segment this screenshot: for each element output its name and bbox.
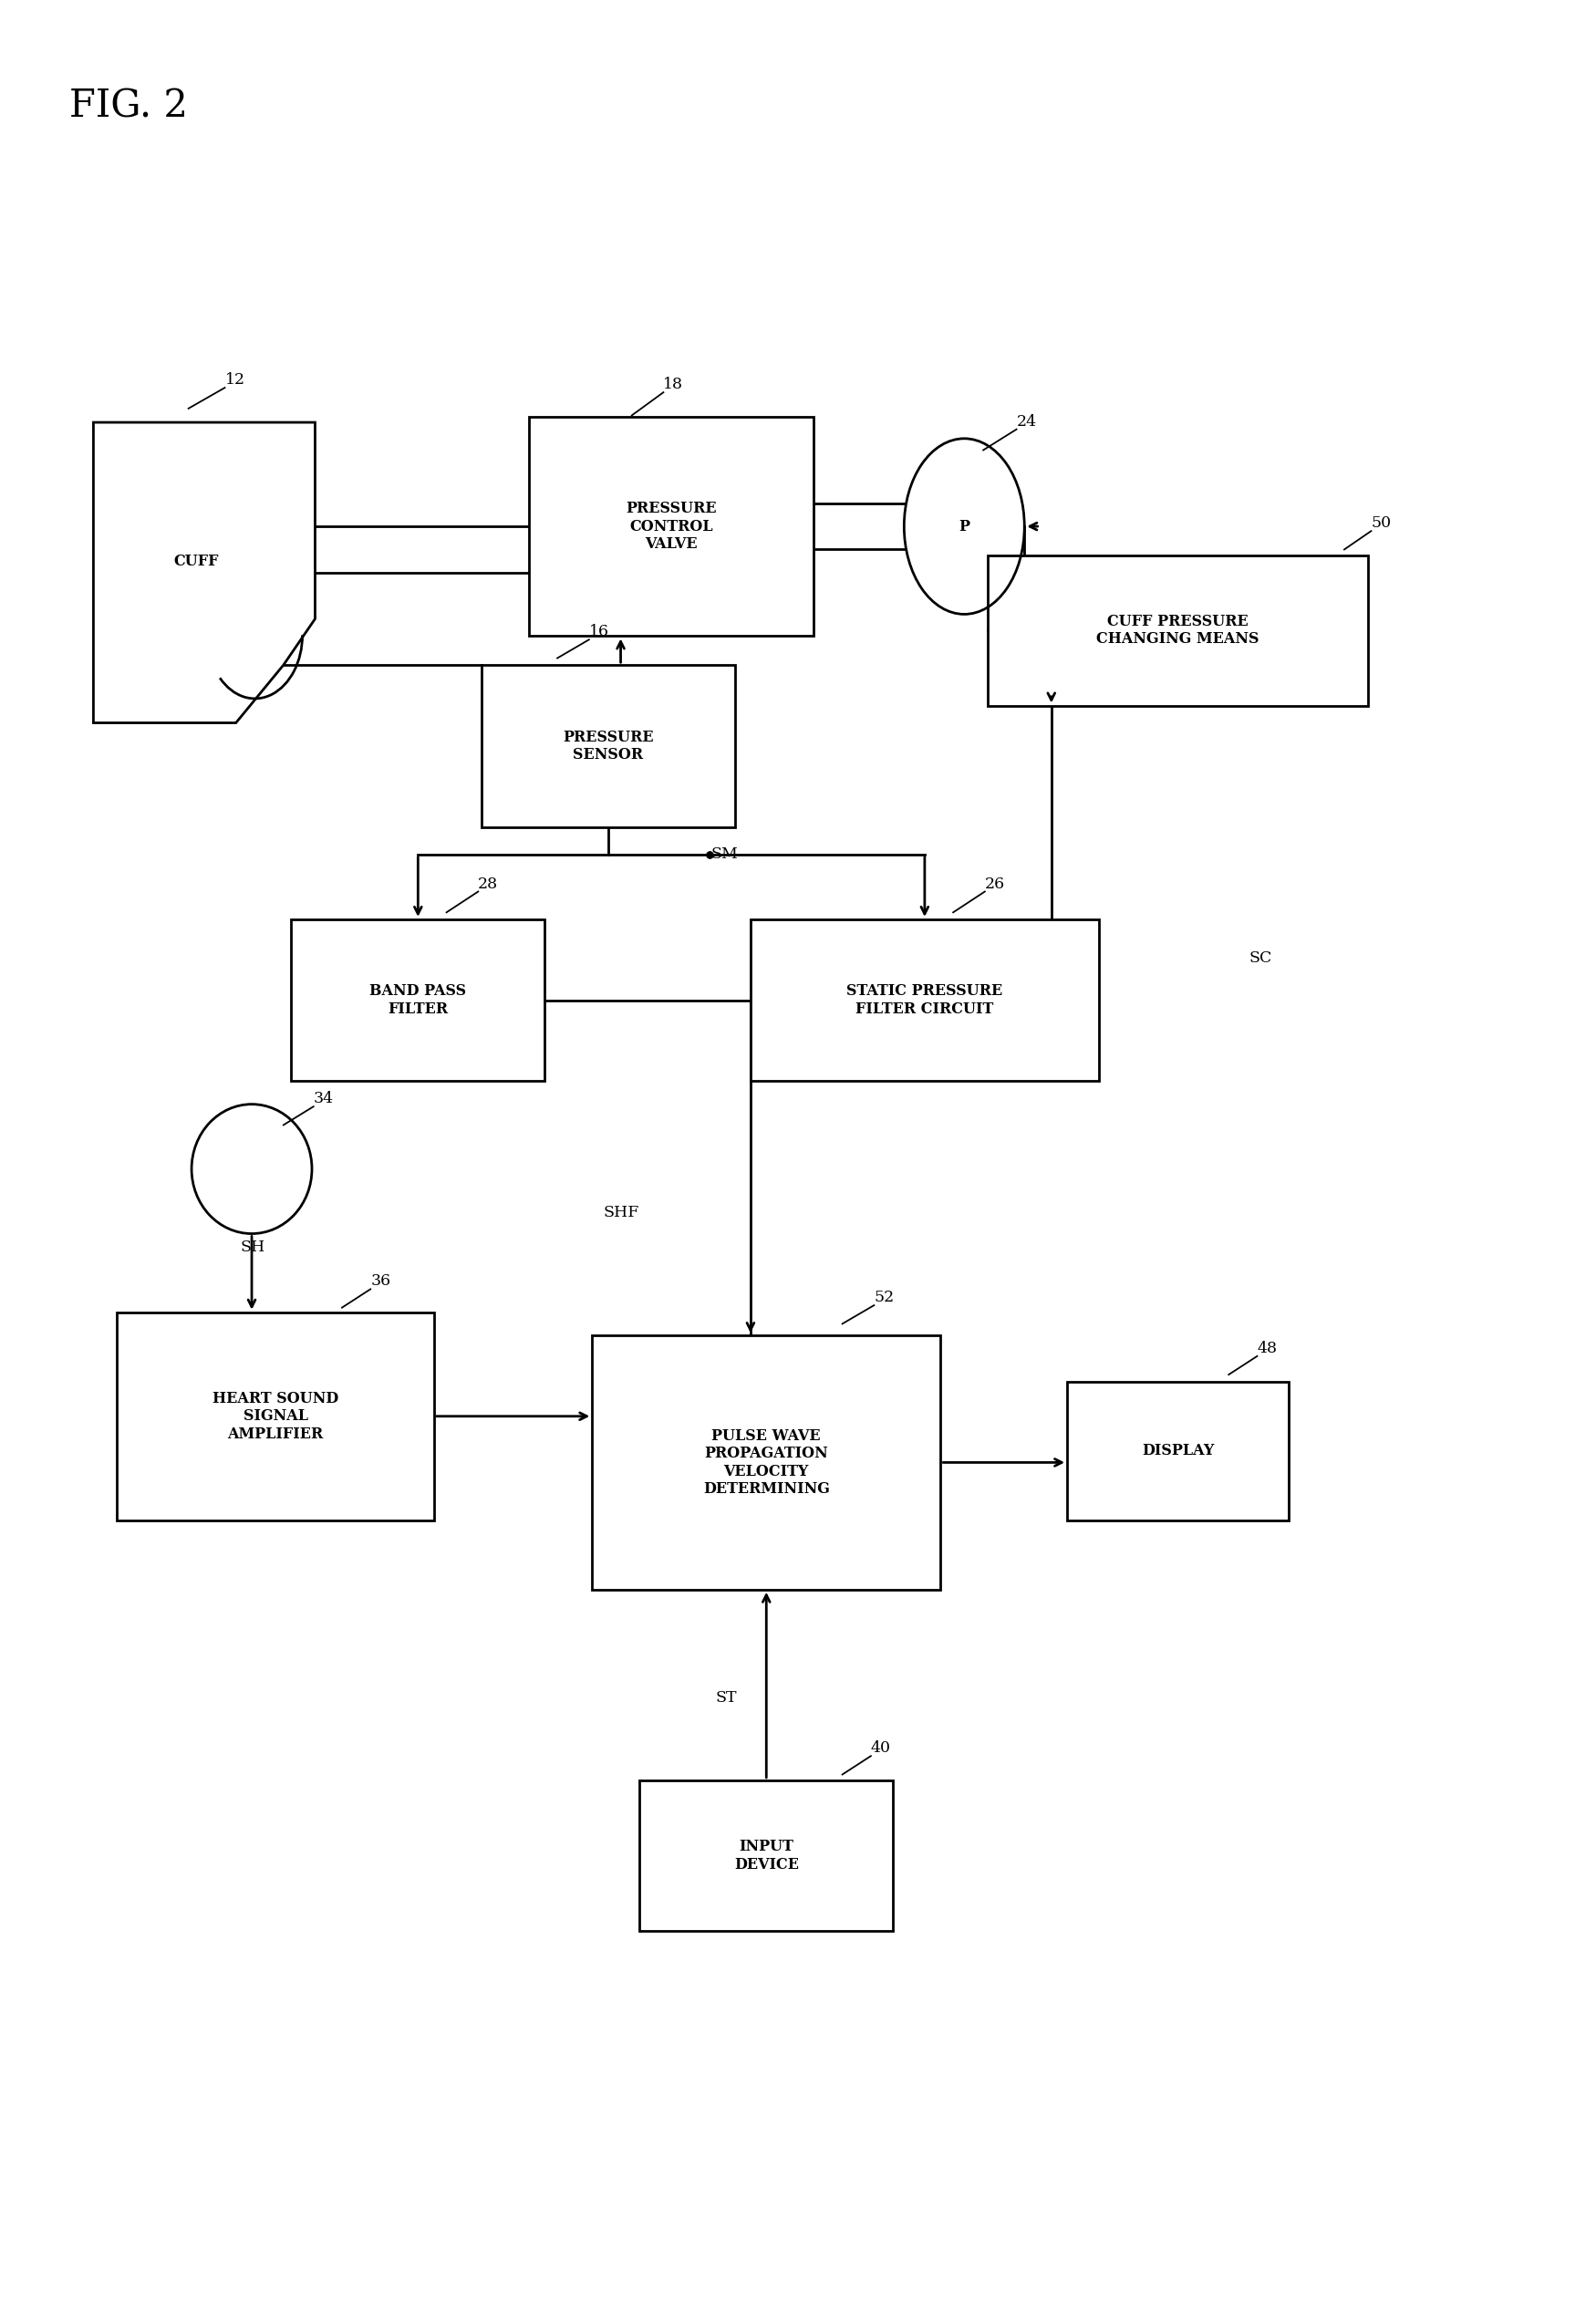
Bar [482, 665, 734, 827]
Text: PULSE WAVE
PROPAGATION
VELOCITY
DETERMINING: PULSE WAVE PROPAGATION VELOCITY DETERMIN… [702, 1427, 830, 1497]
Text: ST: ST [715, 1690, 737, 1706]
Text: 36: 36 [370, 1274, 391, 1290]
Text: SHF: SHF [603, 1206, 638, 1220]
Text: CUFF PRESSURE
CHANGING MEANS: CUFF PRESSURE CHANGING MEANS [1096, 614, 1259, 646]
Bar [528, 416, 814, 637]
Polygon shape [94, 423, 314, 723]
Text: 40: 40 [871, 1741, 891, 1757]
Text: PRESSURE
SENSOR: PRESSURE SENSOR [562, 730, 653, 762]
Text: 48: 48 [1258, 1341, 1277, 1357]
Text: 12: 12 [225, 372, 246, 388]
Text: 24: 24 [1017, 414, 1037, 430]
Bar [988, 555, 1368, 706]
Bar [1068, 1380, 1290, 1520]
Text: BAND PASS
FILTER: BAND PASS FILTER [370, 983, 466, 1018]
Text: 52: 52 [875, 1290, 894, 1306]
Text: 34: 34 [313, 1090, 334, 1106]
Text: 18: 18 [664, 376, 683, 393]
Text: 16: 16 [589, 625, 610, 639]
Bar [750, 920, 1098, 1081]
Text: INPUT
DEVICE: INPUT DEVICE [734, 1838, 798, 1873]
Bar [292, 920, 544, 1081]
Text: HEART SOUND
SIGNAL
AMPLIFIER: HEART SOUND SIGNAL AMPLIFIER [212, 1390, 338, 1441]
Text: 28: 28 [479, 876, 498, 892]
Bar [592, 1336, 940, 1590]
Text: PRESSURE
CONTROL
VALVE: PRESSURE CONTROL VALVE [626, 500, 717, 553]
Text: DISPLAY: DISPLAY [1141, 1443, 1215, 1459]
Text: SH: SH [241, 1239, 265, 1255]
Text: 26: 26 [985, 876, 1005, 892]
Bar [640, 1780, 894, 1931]
Text: P: P [959, 518, 970, 535]
Text: CUFF: CUFF [174, 553, 219, 569]
Text: SC: SC [1250, 951, 1272, 967]
Text: SM: SM [710, 846, 739, 862]
Text: STATIC PRESSURE
FILTER CIRCUIT: STATIC PRESSURE FILTER CIRCUIT [846, 983, 1002, 1018]
Bar [117, 1313, 434, 1520]
Text: FIG. 2: FIG. 2 [70, 88, 188, 125]
Text: 50: 50 [1371, 516, 1392, 530]
